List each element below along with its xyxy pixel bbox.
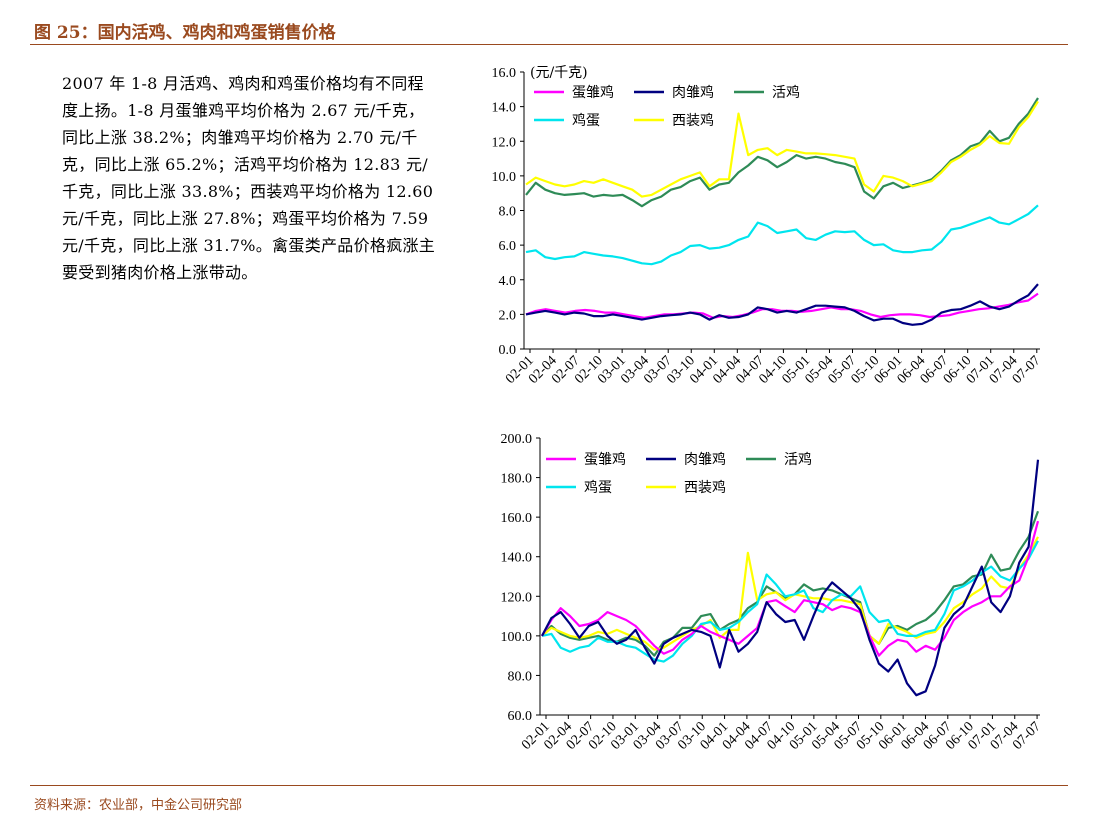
y-tick-label: 200.0 bbox=[501, 432, 533, 447]
y-tick-label: 4.0 bbox=[499, 274, 517, 289]
series-line-4 bbox=[525, 204, 1039, 266]
y-tick-label: 0.0 bbox=[499, 343, 517, 358]
y-tick-label: 6.0 bbox=[499, 239, 517, 254]
legend-label: 活鸡 bbox=[784, 451, 812, 468]
figure-title: 图 25：国内活鸡、鸡肉和鸡蛋销售价格 bbox=[34, 23, 336, 43]
y-tick-label: 16.0 bbox=[492, 66, 517, 81]
y-tick-label: 14.0 bbox=[492, 101, 517, 116]
legend-label: 蛋雏鸡 bbox=[584, 451, 626, 468]
series-line-3 bbox=[541, 510, 1040, 657]
price-chart: 0.02.04.06.08.010.012.014.016.002-0102-0… bbox=[492, 65, 1044, 387]
series-line-5 bbox=[541, 536, 1039, 651]
legend-label: 西装鸡 bbox=[684, 479, 726, 496]
series-line-3 bbox=[525, 97, 1039, 208]
y-tick-label: 140.0 bbox=[501, 551, 533, 566]
unit-label: (元/千克) bbox=[530, 65, 588, 81]
y-tick-label: 10.0 bbox=[492, 170, 517, 185]
y-tick-label: 12.0 bbox=[492, 135, 517, 150]
y-tick-label: 8.0 bbox=[499, 205, 517, 220]
legend-label: 鸡蛋 bbox=[584, 479, 612, 496]
legend-label: 蛋雏鸡 bbox=[572, 84, 614, 101]
legend-label: 鸡蛋 bbox=[572, 112, 600, 129]
source-note: 资料来源：农业部，中金公司研究部 bbox=[34, 798, 243, 813]
y-tick-label: 120.0 bbox=[501, 590, 533, 605]
legend-label: 肉雏鸡 bbox=[684, 451, 726, 468]
legend-label: 肉雏鸡 bbox=[672, 84, 714, 101]
index-chart: 60.080.0100.0120.0140.0160.0180.0200.002… bbox=[501, 432, 1044, 753]
bottom-divider bbox=[30, 785, 1068, 786]
series-line-2 bbox=[525, 283, 1039, 326]
series-line-1 bbox=[541, 520, 1040, 657]
y-tick-label: 60.0 bbox=[508, 709, 533, 724]
series-line-4 bbox=[541, 540, 1039, 663]
y-tick-label: 80.0 bbox=[508, 669, 533, 684]
y-tick-label: 180.0 bbox=[501, 472, 533, 487]
series-line-5 bbox=[525, 100, 1039, 198]
y-tick-label: 2.0 bbox=[499, 308, 517, 323]
series-line-2 bbox=[541, 459, 1040, 697]
top-divider bbox=[30, 44, 1068, 45]
commentary-paragraph: 2007 年 1-8 月活鸡、鸡肉和鸡蛋价格均有不同程度上扬。1-8 月蛋雏鸡平… bbox=[62, 74, 436, 282]
y-tick-label: 160.0 bbox=[501, 511, 533, 526]
legend-label: 活鸡 bbox=[772, 84, 800, 101]
y-tick-label: 100.0 bbox=[501, 630, 533, 645]
legend-label: 西装鸡 bbox=[672, 112, 714, 129]
